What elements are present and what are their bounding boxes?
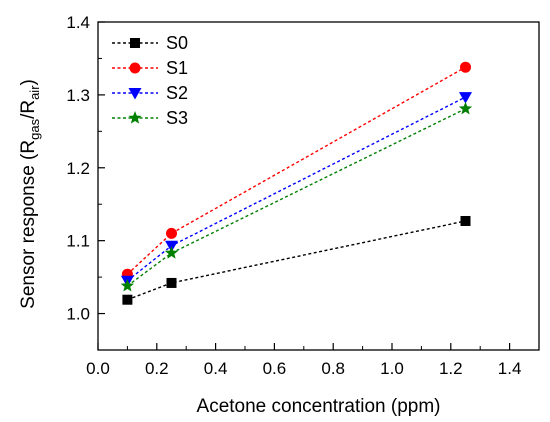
- legend-marker: [128, 88, 142, 100]
- x-tick-label: 1.0: [380, 359, 404, 378]
- legend-label: S2: [166, 83, 188, 103]
- legend-label: S0: [166, 33, 188, 53]
- series-line: [127, 220, 466, 301]
- y-axis-title-sub-air: air: [27, 85, 42, 100]
- axes: 0.0 0.2 0.4 0.6 0.8 1.0 1.2 1.4 1.0 1.1 1.2 1.3 1.4: [66, 13, 540, 378]
- data-point: [458, 101, 473, 115]
- data-point: [122, 294, 133, 305]
- legend-marker: [129, 62, 141, 74]
- series-line: [126, 108, 466, 287]
- legend-label: S3: [166, 108, 188, 128]
- data-point: [460, 215, 471, 226]
- y-tick-label: 1.1: [66, 232, 90, 251]
- data-point: [460, 61, 471, 73]
- legend-entry-s1: S1: [112, 58, 188, 78]
- y-tick-label: 1.2: [66, 159, 90, 178]
- x-tick-label: 0.0: [86, 359, 110, 378]
- legend-label: S1: [166, 58, 188, 78]
- x-axis-title: Acetone concentration (ppm): [197, 396, 441, 417]
- legend-entry-s2: S2: [112, 83, 188, 103]
- y-axis-title: Sensor response (Rgas/Rair): [18, 79, 42, 309]
- y-axis-title-suffix: ): [18, 79, 39, 85]
- legend-entry-s3: S3: [112, 108, 188, 128]
- series-s0: [122, 215, 471, 305]
- y-axis-title-sub-gas: gas: [27, 118, 42, 139]
- y-tick-label: 1.4: [66, 13, 90, 32]
- data-point: [459, 92, 472, 104]
- x-tick-label: 1.4: [498, 359, 522, 378]
- y-axis-title-mid: /R: [18, 100, 39, 119]
- data-point: [166, 227, 177, 239]
- legend-entry-s0: S0: [112, 33, 188, 53]
- x-tick-label: 1.2: [439, 359, 463, 378]
- series-layer: [120, 61, 473, 305]
- x-tick-label: 0.6: [263, 359, 287, 378]
- y-tick-label: 1.0: [66, 305, 90, 324]
- legend: S0 S1 S2 S3: [112, 33, 188, 128]
- data-point: [164, 246, 179, 259]
- legend-marker: [130, 38, 140, 48]
- data-point: [166, 277, 177, 288]
- series-s3: [120, 101, 473, 292]
- x-tick-label: 0.8: [321, 359, 345, 378]
- x-tick-label: 0.4: [204, 359, 228, 378]
- plot-frame: [97, 21, 540, 351]
- data-point: [120, 278, 135, 292]
- x-tick-label: 0.2: [145, 359, 169, 378]
- y-axis-title-prefix: Sensor response (R: [18, 140, 39, 309]
- y-tick-label: 1.3: [66, 86, 90, 105]
- legend-marker: [128, 111, 142, 124]
